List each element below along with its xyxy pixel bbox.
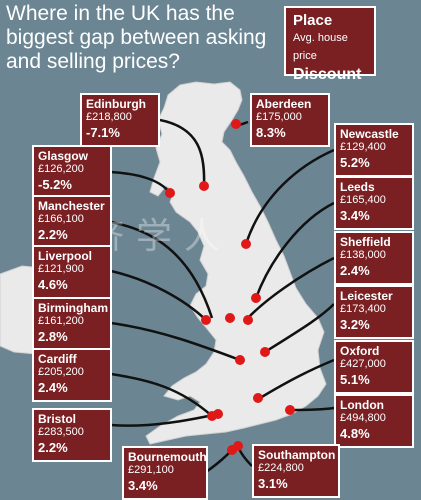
- box-leicester: Leicester £173,400 3.2%: [334, 285, 414, 339]
- legend-place: Place: [293, 12, 333, 29]
- avg-price: £205,200: [38, 366, 84, 378]
- dot-oxford: [253, 393, 263, 403]
- connector-leicester: [264, 303, 335, 354]
- legend-key: Place Avg. house price Discount: [284, 6, 376, 83]
- box-liverpool: Liverpool £121,900 4.6%: [32, 245, 112, 299]
- box-sheffield: Sheffield £138,000 2.4%: [334, 231, 414, 285]
- discount: 2.2%: [38, 440, 68, 455]
- box-birmingham: Birmingham £161,200 2.8%: [32, 297, 112, 351]
- avg-price: £166,100: [38, 213, 84, 225]
- connector-manchester: [110, 220, 214, 319]
- box-glasgow: Glasgow £126,200 -5.2%: [32, 145, 112, 199]
- city-name: Birmingham: [38, 301, 109, 315]
- avg-price: £175,000: [256, 111, 302, 123]
- discount: 4.8%: [340, 426, 370, 441]
- box-manchester: Manchester £166,100 2.2%: [32, 195, 112, 249]
- connector-sheffield: [247, 256, 335, 319]
- avg-price: £161,200: [38, 315, 84, 327]
- dot-newcastle: [241, 239, 251, 249]
- dot-london: [285, 405, 295, 415]
- city-name: Leicester: [340, 289, 393, 303]
- dot-leeds: [251, 293, 261, 303]
- discount: 8.3%: [256, 125, 286, 140]
- connector-birmingham: [110, 321, 241, 362]
- discount: -5.2%: [38, 177, 72, 192]
- box-bristol: Bristol £283,500 2.2%: [32, 408, 112, 462]
- discount: -7.1%: [86, 125, 120, 140]
- dot-birmingham: [235, 355, 245, 365]
- dot-liverpool: [201, 315, 211, 325]
- dot-manchester: [225, 313, 235, 323]
- connector-newcastle: [244, 148, 335, 245]
- dot-aberdeen: [231, 119, 241, 129]
- connector-cardiff: [110, 372, 213, 417]
- page-title: Where in the UK has the biggest gap betw…: [6, 2, 267, 73]
- dot-glasgow: [165, 188, 175, 198]
- legend-price: Avg. house price: [293, 32, 348, 62]
- city-name: Liverpool: [38, 249, 93, 263]
- avg-price: £427,000: [340, 358, 386, 370]
- city-name: Bristol: [38, 412, 77, 426]
- city-name: Leeds: [340, 180, 375, 194]
- box-southampton: Southampton £224,800 3.1%: [252, 444, 340, 498]
- box-edinburgh: Edinburgh £218,800 -7.1%: [80, 93, 160, 147]
- city-name: Newcastle: [340, 127, 399, 141]
- avg-price: £218,800: [86, 111, 132, 123]
- discount: 2.4%: [340, 263, 370, 278]
- discount: 3.2%: [340, 317, 370, 332]
- discount: 4.6%: [38, 277, 68, 292]
- city-name: London: [340, 398, 384, 412]
- city-name: Oxford: [340, 344, 380, 358]
- avg-price: £138,000: [340, 249, 386, 261]
- discount: 3.1%: [258, 476, 288, 491]
- avg-price: £129,400: [340, 141, 386, 153]
- box-leeds: Leeds £165,400 3.4%: [334, 176, 414, 230]
- avg-price: £291,100: [128, 464, 174, 476]
- discount: 5.1%: [340, 372, 370, 387]
- box-aberdeen: Aberdeen £175,000 8.3%: [250, 93, 330, 147]
- connector-bournemouth: [205, 449, 233, 474]
- avg-price: £224,800: [258, 462, 304, 474]
- city-name: Cardiff: [38, 352, 77, 366]
- box-london: London £494,800 4.8%: [334, 394, 414, 448]
- discount: 5.2%: [340, 155, 370, 170]
- avg-price: £121,900: [38, 263, 84, 275]
- discount: 2.2%: [38, 227, 68, 242]
- dot-sheffield: [243, 315, 253, 325]
- city-name: Glasgow: [38, 149, 89, 163]
- city-name: Edinburgh: [86, 97, 146, 111]
- city-dots: [165, 119, 295, 455]
- discount: 3.4%: [128, 478, 158, 493]
- city-name: Bournemouth: [128, 450, 207, 464]
- city-name: Southampton: [258, 448, 336, 462]
- connector-oxford: [259, 358, 335, 400]
- box-bournemouth: Bournemouth £291,100 3.4%: [122, 446, 208, 500]
- dot-leicester: [260, 347, 270, 357]
- dot-southampton: [233, 441, 243, 451]
- box-oxford: Oxford £427,000 5.1%: [334, 340, 414, 394]
- avg-price: £126,200: [38, 163, 84, 175]
- avg-price: £283,500: [38, 426, 84, 438]
- discount: 2.8%: [38, 329, 68, 344]
- avg-price: £494,800: [340, 412, 386, 424]
- great-britain-landmass: [145, 81, 327, 445]
- dot-bristol: [213, 409, 223, 419]
- avg-price: £165,400: [340, 194, 386, 206]
- discount: 2.4%: [38, 380, 68, 395]
- city-name: Aberdeen: [256, 97, 312, 111]
- connector-liverpool: [110, 269, 207, 321]
- box-newcastle: Newcastle £129,400 5.2%: [334, 123, 414, 177]
- box-cardiff: Cardiff £205,200 2.4%: [32, 348, 112, 402]
- connector-edinburgh: [159, 118, 206, 187]
- dot-edinburgh: [199, 181, 209, 191]
- city-name: Sheffield: [340, 235, 391, 249]
- discount: 3.4%: [340, 208, 370, 223]
- avg-price: £173,400: [340, 303, 386, 315]
- connector-leeds: [254, 201, 335, 299]
- city-name: Manchester: [38, 199, 105, 213]
- legend-discount: Discount: [293, 66, 362, 83]
